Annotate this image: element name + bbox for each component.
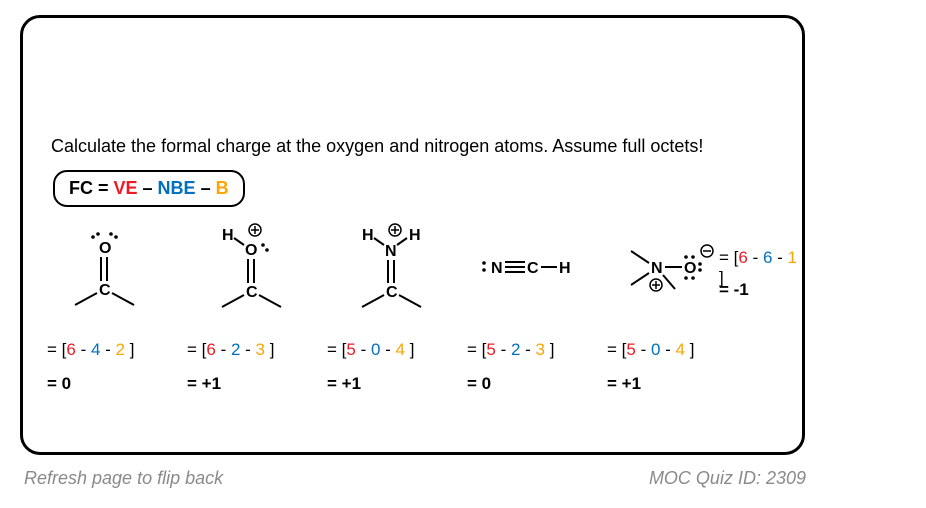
structure-4: N C H <box>467 223 607 323</box>
svg-text:H: H <box>362 227 374 244</box>
structure-3: H H N C <box>327 223 467 323</box>
svg-text:C: C <box>527 260 539 277</box>
b-label: B <box>216 178 229 198</box>
calc-2: = [6 - 2 - 3 ] <box>187 340 327 360</box>
svg-text:N: N <box>651 260 663 277</box>
result-row: = 0 = +1 = +1 = 0 = +1 <box>47 374 807 394</box>
result-2: = +1 <box>187 374 327 394</box>
result-5: = +1 <box>607 374 807 394</box>
eq: = <box>93 178 114 198</box>
calc-row: = [6 - 4 - 2 ] = [6 - 2 - 3 ] = [5 - 0 -… <box>47 340 807 360</box>
fc-label: FC <box>69 178 93 198</box>
structures-row: O C H O <box>47 223 807 323</box>
footer-refresh: Refresh page to flip back <box>24 468 223 489</box>
svg-text:H: H <box>222 227 234 244</box>
minus2: – <box>196 178 216 198</box>
footer-quiz-id: MOC Quiz ID: 2309 <box>649 468 806 489</box>
result-3: = +1 <box>327 374 467 394</box>
formula-box: FC = VE – NBE – B <box>53 170 245 207</box>
calc-5: = [5 - 0 - 4 ] <box>607 340 807 360</box>
svg-text:O: O <box>684 260 696 277</box>
result-1: = 0 <box>47 374 187 394</box>
svg-text:N: N <box>491 260 503 277</box>
instruction-text: Calculate the formal charge at the oxyge… <box>51 136 703 157</box>
result-oxygen: = -1 <box>719 280 749 300</box>
ve-label: VE <box>114 178 138 198</box>
svg-text:O: O <box>245 242 257 259</box>
svg-text:C: C <box>246 284 258 301</box>
svg-text:H: H <box>409 227 421 244</box>
nbe-label: NBE <box>158 178 196 198</box>
result-4: = 0 <box>467 374 607 394</box>
svg-text:H: H <box>559 260 571 277</box>
calc-4: = [5 - 2 - 3 ] <box>467 340 607 360</box>
svg-text:O: O <box>99 240 111 257</box>
svg-text:C: C <box>386 284 398 301</box>
structure-2: H O C <box>187 223 327 323</box>
calc-3: = [5 - 0 - 4 ] <box>327 340 467 360</box>
svg-text:N: N <box>385 243 397 260</box>
minus1: – <box>138 178 158 198</box>
calc-1: = [6 - 4 - 2 ] <box>47 340 187 360</box>
structure-1: O C <box>47 223 187 323</box>
flashcard-card: Calculate the formal charge at the oxyge… <box>20 15 805 455</box>
svg-text:C: C <box>99 282 111 299</box>
